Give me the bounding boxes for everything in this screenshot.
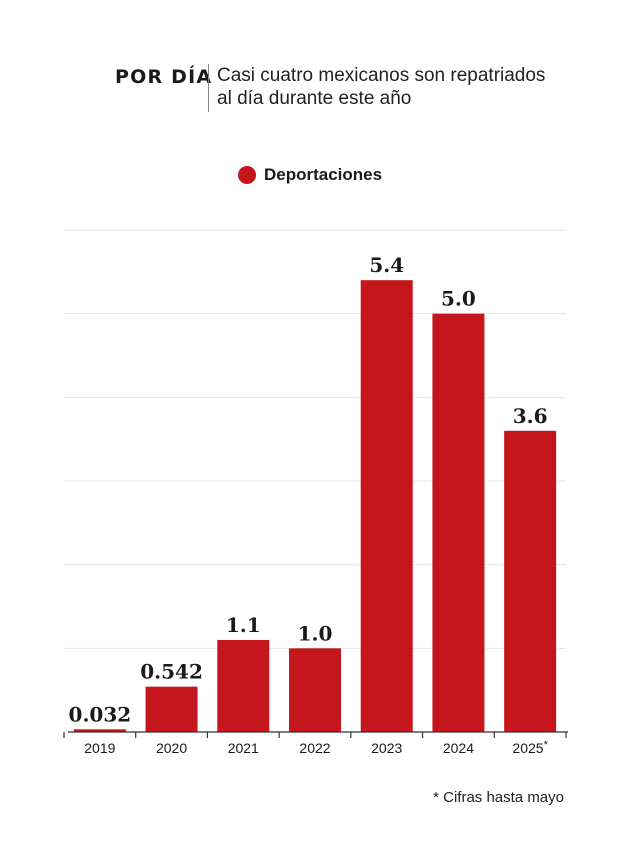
legend-label: Deportaciones <box>264 165 383 184</box>
chart-kicker: POR DÍA <box>115 66 213 88</box>
data-label: 1.0 <box>298 621 333 645</box>
x-tick-label: 2025* <box>512 739 548 756</box>
x-tick-label: 2023 <box>371 740 402 756</box>
chart-title: Casi cuatro mexicanos son repatriados al… <box>217 65 546 109</box>
legend-swatch <box>238 166 256 184</box>
x-tick-label: 2019 <box>84 740 115 756</box>
bar <box>73 729 126 732</box>
bar <box>217 639 270 732</box>
bar <box>289 648 341 732</box>
x-tick-label: 2020 <box>156 740 187 756</box>
x-tick-label: 2022 <box>299 740 330 756</box>
bar <box>504 430 557 732</box>
data-label: 0.542 <box>140 660 203 684</box>
x-tick-label: 2021 <box>228 740 259 756</box>
bar <box>360 280 413 732</box>
chart-legend: Deportaciones <box>238 164 382 186</box>
data-label: 5.0 <box>441 287 476 311</box>
x-tick-label: 2024 <box>443 740 474 756</box>
data-label: 1.1 <box>226 613 261 637</box>
bar <box>432 313 485 732</box>
data-label: 3.6 <box>513 404 548 428</box>
footnote: * Cifras hasta mayo <box>433 789 564 806</box>
x-tick-superscript: * <box>544 739 549 751</box>
bar <box>145 686 198 732</box>
data-label: 5.4 <box>369 253 404 277</box>
header-divider <box>208 64 209 112</box>
data-label: 0.032 <box>69 702 132 726</box>
